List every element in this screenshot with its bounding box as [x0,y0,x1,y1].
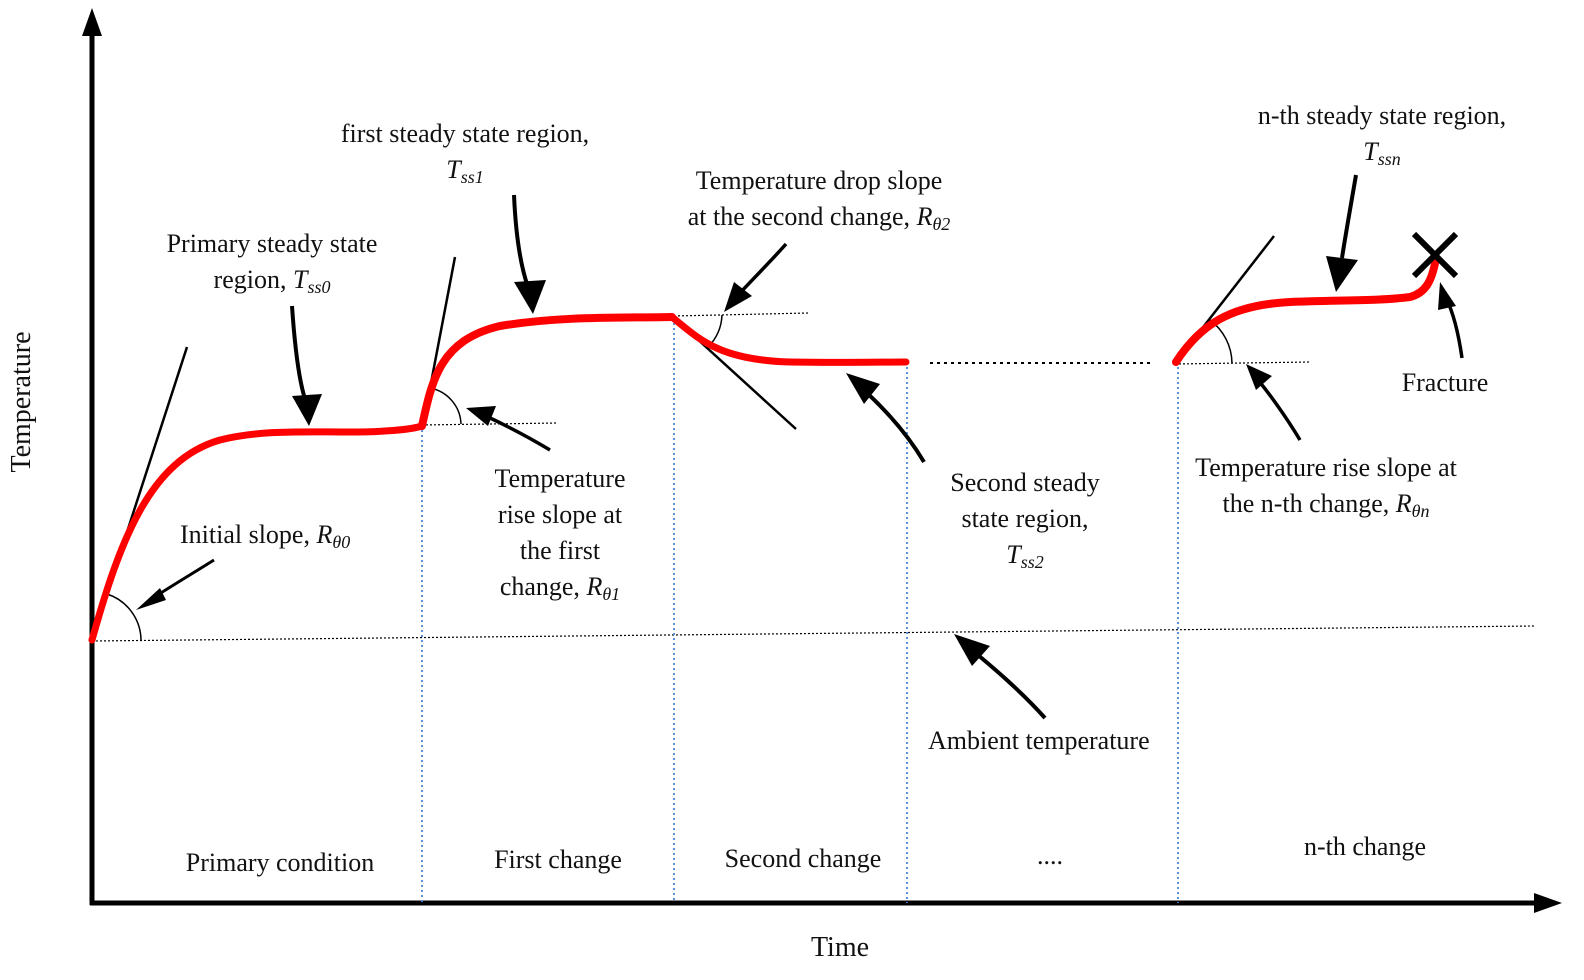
arrow-first-region [512,194,546,314]
ambient-temperature-line [91,625,1536,642]
phase-label-first: First change [494,845,622,874]
label-rise-first: Temperature rise slope at the first chan… [494,464,626,604]
phase-label-nth: n-th change [1303,832,1426,861]
phase-label-primary: Primary condition [185,848,375,877]
phase-label-ellipsis: .... [1037,841,1063,870]
temperature-curve-nth-change [1172,254,1440,366]
y-axis-title: Temperature [6,331,37,473]
label-initial-slope: Initial slope, Rθ0 [180,520,351,552]
arrow-rise-nth [1246,364,1302,441]
arrow-initial-slope [136,558,215,610]
label-ambient-temperature: Ambient temperature [928,726,1150,755]
x-axis-arrowhead [1534,893,1562,913]
x-axis-title: Time [810,932,870,963]
arrow-fracture [1438,282,1464,359]
label-first-region: first steady state region, Tss1 [340,119,590,187]
first-change-angle-arc [429,387,462,425]
temperature-curve-second-change [668,313,910,366]
y-axis-arrowhead [82,8,102,36]
arrow-second-region [846,373,926,464]
arrow-rise-first [466,406,551,452]
label-nth-region: n-th steady state region, Tssn [1257,101,1507,169]
phase-label-second: Second change [724,844,882,873]
arrow-primary-region [290,305,322,426]
second-change-reference-line [673,312,809,317]
label-rise-nth: Temperature rise slope at the n-th chang… [1195,453,1457,521]
temperature-curve-first-change [418,313,676,430]
fracture-cross-icon [1411,231,1459,279]
nth-change-reference-line [1174,361,1311,365]
arrow-drop-second [724,242,788,312]
arrow-ambient [954,634,1047,720]
label-primary-region: Primary steady state region, Tss0 [166,229,378,297]
temperature-curve-primary [88,422,426,644]
first-change-reference-line [421,422,559,426]
label-second-region: Second steady state region, Tss2 [950,468,1100,572]
label-drop-second: Temperature drop slope at the second cha… [687,166,951,234]
label-fracture: Fracture [1401,368,1489,397]
arrow-nth-region [1326,174,1358,292]
initial-slope-angle-arc [106,593,142,641]
